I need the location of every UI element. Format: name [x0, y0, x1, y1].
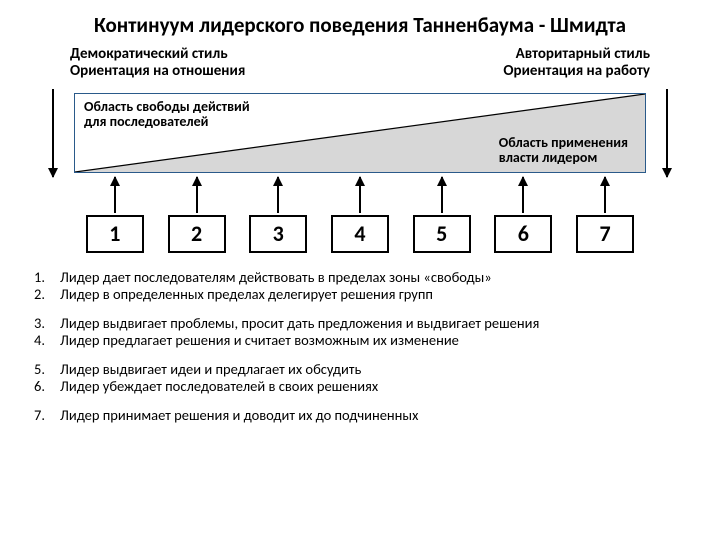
list-item: 2. Лидер в определенных пределах делегир… — [30, 286, 690, 303]
list-text: Лидер дает последователям действовать в … — [60, 269, 492, 286]
list-item: 3. Лидер выдвигает проблемы, просит дать… — [30, 315, 690, 332]
left-down-arrow-icon — [52, 89, 54, 177]
right-style-heading: Авторитарный стиль Ориентация на работу — [503, 46, 650, 81]
list-item: 1. Лидер дает последователям действовать… — [30, 269, 690, 286]
continuum-diagram: Область свободы действий для последовате… — [46, 87, 674, 257]
list-num: 5. — [34, 361, 52, 378]
list-group: 7. Лидер принимает решения и доводит их … — [30, 407, 690, 424]
list-num: 7. — [34, 407, 52, 424]
up-arrow-icon — [196, 177, 198, 213]
list-item: 7. Лидер принимает решения и доводит их … — [30, 407, 690, 424]
power-line2: власти лидером — [499, 149, 598, 166]
up-arrow-icon — [359, 177, 361, 213]
right-style-line1: Авторитарный стиль — [516, 45, 650, 63]
list-item: 4. Лидер предлагает решения и считает во… — [30, 332, 690, 349]
page-title: Континуум лидерского поведения Танненбау… — [30, 12, 690, 38]
freedom-line2: для последователей — [84, 113, 208, 130]
up-arrow-icon — [277, 177, 279, 213]
up-arrow-icon — [441, 177, 443, 213]
list-group: 1. Лидер дает последователям действовать… — [30, 269, 690, 303]
list-text: Лидер выдвигает идеи и предлагает их обс… — [60, 361, 361, 378]
right-style-line2: Ориентация на работу — [503, 62, 650, 80]
continuum-step-box: 6 — [494, 215, 552, 253]
up-arrow-icon — [522, 177, 524, 213]
freedom-line1: Область свободы действий — [84, 98, 250, 115]
number-boxes-row: 1 2 3 4 5 6 7 — [74, 215, 646, 253]
up-arrow-icon — [114, 177, 116, 213]
continuum-step-box: 4 — [331, 215, 389, 253]
continuum-step-box: 3 — [249, 215, 307, 253]
continuum-step-box: 2 — [168, 215, 226, 253]
list-group: 3. Лидер выдвигает проблемы, просит дать… — [30, 315, 690, 349]
list-item: 5. Лидер выдвигает идеи и предлагает их … — [30, 361, 690, 378]
list-num: 6. — [34, 378, 52, 395]
list-text: Лидер в определенных пределах делегирует… — [60, 286, 433, 303]
list-text: Лидер выдвигает проблемы, просит дать пр… — [60, 315, 539, 332]
right-down-arrow-icon — [666, 89, 668, 177]
list-num: 1. — [34, 269, 52, 286]
continuum-step-box: 7 — [576, 215, 634, 253]
continuum-step-box: 5 — [413, 215, 471, 253]
list-text: Лидер предлагает решения и считает возмо… — [60, 332, 459, 349]
description-list: 1. Лидер дает последователям действовать… — [30, 269, 690, 425]
list-num: 2. — [34, 286, 52, 303]
power-area-label: Область применения власти лидером — [499, 135, 628, 166]
left-style-line2: Ориентация на отношения — [70, 62, 245, 80]
freedom-area-label: Область свободы действий для последовате… — [84, 99, 250, 130]
list-num: 4. — [34, 332, 52, 349]
list-group: 5. Лидер выдвигает идеи и предлагает их … — [30, 361, 690, 395]
left-style-line1: Демократический стиль — [70, 45, 228, 63]
up-arrows-row — [74, 177, 646, 217]
list-item: 6. Лидер убеждает последователей в своих… — [30, 378, 690, 395]
power-line1: Область применения — [499, 134, 628, 151]
list-text: Лидер принимает решения и доводит их до … — [60, 407, 418, 424]
continuum-step-box: 1 — [86, 215, 144, 253]
list-num: 3. — [34, 315, 52, 332]
subheadings-row: Демократический стиль Ориентация на отно… — [30, 46, 690, 81]
list-text: Лидер убеждает последователей в своих ре… — [60, 378, 378, 395]
up-arrow-icon — [604, 177, 606, 213]
left-style-heading: Демократический стиль Ориентация на отно… — [70, 46, 245, 81]
